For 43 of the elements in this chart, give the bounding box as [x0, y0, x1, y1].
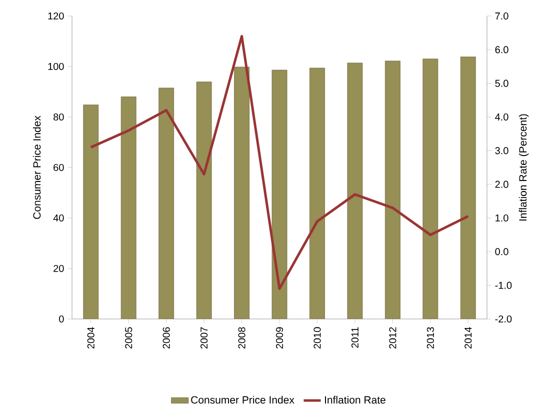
bar — [310, 68, 325, 319]
y-tick-label: 80 — [54, 113, 64, 121]
bar — [234, 66, 250, 319]
x-tick-label: 2009 — [276, 327, 284, 349]
bar — [422, 58, 438, 319]
x-tick-label: 2005 — [125, 327, 132, 349]
bar — [347, 62, 363, 319]
y2-tick-label: 7.0 — [495, 12, 508, 20]
x-tick-label: 2012 — [389, 327, 396, 349]
bar — [460, 56, 476, 319]
y2-tick-label: 6.0 — [495, 46, 508, 54]
y-tick-label: 100 — [48, 62, 64, 70]
y2-tick-label: 5.0 — [495, 80, 508, 87]
bar — [83, 104, 99, 319]
y-tick-label: 60 — [54, 164, 64, 172]
x-tick-label: 2008 — [238, 327, 246, 349]
legend-label: Consumer Price Index — [191, 396, 294, 404]
legend-label: Inflation Rate — [324, 396, 386, 404]
y2-tick-label: 0.0 — [495, 248, 508, 256]
y2-tick-label: 2.0 — [495, 180, 508, 188]
x-tick-label: 2013 — [426, 327, 434, 349]
bar — [120, 96, 136, 319]
y2-tick-label: 4.0 — [495, 113, 508, 121]
y-tick-label: 20 — [54, 264, 64, 272]
y2-tick-label: -2.0 — [495, 315, 512, 323]
x-tick-label: 2011 — [351, 327, 358, 348]
y2-tick-label: 3.0 — [495, 147, 508, 154]
y2-axis-title: Inflation Rate (Percent) — [518, 114, 529, 221]
x-tick-label: 2010 — [314, 327, 321, 349]
x-tick-label: 2007 — [200, 327, 208, 349]
bar — [196, 82, 212, 319]
y-tick-label: 40 — [53, 214, 64, 222]
x-tick-label: 2006 — [162, 327, 170, 349]
y-axis-title: Consumer Price Index — [32, 116, 41, 219]
y-tick-label: 120 — [48, 12, 64, 20]
y2-tick-label: 1.0 — [496, 214, 508, 222]
bar — [384, 60, 400, 319]
y-tick-label: 0 — [59, 315, 64, 323]
x-tick-label: 2004 — [87, 327, 94, 349]
x-tick-label: 2014 — [464, 327, 472, 349]
bar — [158, 88, 174, 319]
line-series — [90, 34, 470, 290]
y2-tick-label: -1.0 — [495, 282, 512, 289]
